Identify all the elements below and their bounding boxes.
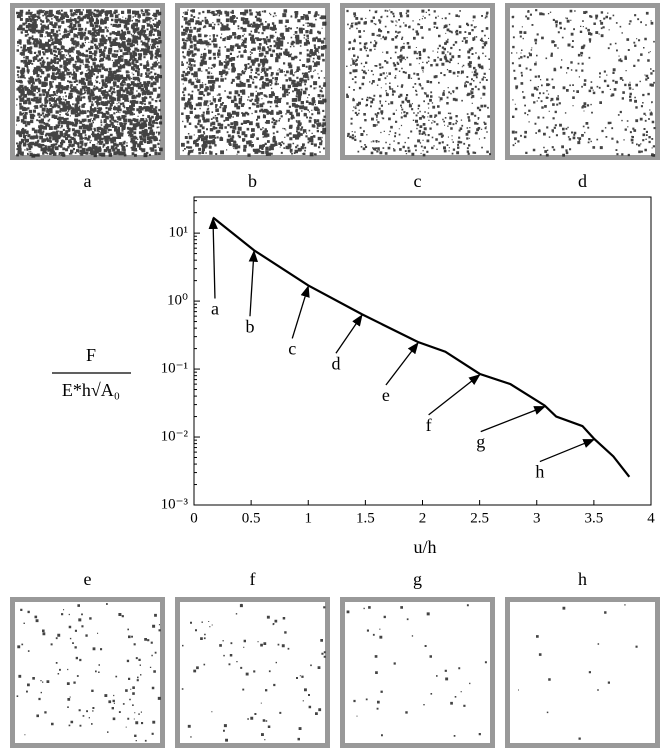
x-tick-label: 0 (190, 510, 198, 526)
contact-panel (10, 597, 165, 748)
annotation-label: b (245, 316, 254, 336)
panel-label: b (248, 171, 257, 191)
annotation-label: h (535, 462, 544, 482)
panel-frame (175, 597, 330, 748)
y-axis-denominator: E*h√A₀ (62, 380, 120, 400)
annotation-arrow (291, 285, 310, 339)
contact-panel (505, 3, 660, 160)
x-tick-label: 2.5 (470, 510, 489, 526)
annotation-arrow (428, 374, 481, 416)
y-tick-label: 10⁻³ (161, 496, 189, 512)
speckle (346, 9, 491, 157)
panel-label: g (413, 569, 422, 589)
annotation-label: g (476, 432, 485, 452)
x-tick-label: 3.5 (585, 510, 604, 526)
panel-label: f (250, 569, 256, 589)
panel-label: a (84, 171, 92, 191)
contact-panel (175, 3, 330, 160)
x-tick-label: 4 (647, 510, 655, 526)
y-tick-label: 10⁰ (167, 293, 188, 309)
annotation-arrow (208, 217, 218, 299)
y-tick-label: 10⁻¹ (161, 360, 188, 376)
annotation-label: f (426, 415, 432, 435)
contact-panel (175, 597, 330, 748)
annotation-label: e (382, 385, 390, 405)
plot-frame (193, 196, 652, 506)
annotation-arrow (539, 438, 595, 463)
contact-panel (340, 597, 495, 748)
x-tick-label: 1 (305, 510, 313, 526)
annotation-arrow (385, 342, 419, 386)
y-tick-label: 10¹ (169, 225, 189, 241)
panel-label: d (578, 171, 587, 191)
panel-frame (505, 3, 660, 160)
x-tick-label: 2 (419, 510, 427, 526)
annotation-arrow (248, 250, 259, 317)
speckle (346, 604, 487, 737)
contact-panel (10, 3, 165, 160)
contact-panel (505, 597, 660, 748)
y-tick-label: 10⁻² (161, 428, 189, 444)
panel-frame (10, 597, 165, 748)
x-tick-label: 0.5 (242, 510, 261, 526)
annotation-arrow (335, 314, 363, 354)
x-tick-label: 1.5 (356, 510, 375, 526)
annotation-label: c (288, 339, 296, 359)
annotation-label: d (331, 353, 340, 373)
annotation-label: a (211, 299, 219, 319)
y-axis-numerator: F (86, 345, 96, 365)
panel-label: c (414, 171, 422, 191)
contact-panel (340, 3, 495, 160)
panel-frame (340, 3, 495, 160)
speckle (181, 9, 327, 157)
x-tick-label: 3 (533, 510, 541, 526)
annotation-arrow (480, 405, 546, 433)
speckle (511, 9, 656, 157)
data-line (212, 216, 631, 478)
panel-label: e (84, 569, 92, 589)
x-axis-label: u/h (413, 537, 436, 557)
speckle (16, 9, 163, 158)
panel-label: h (578, 569, 587, 589)
panel-frame (340, 597, 495, 748)
panel-frame (505, 597, 660, 748)
